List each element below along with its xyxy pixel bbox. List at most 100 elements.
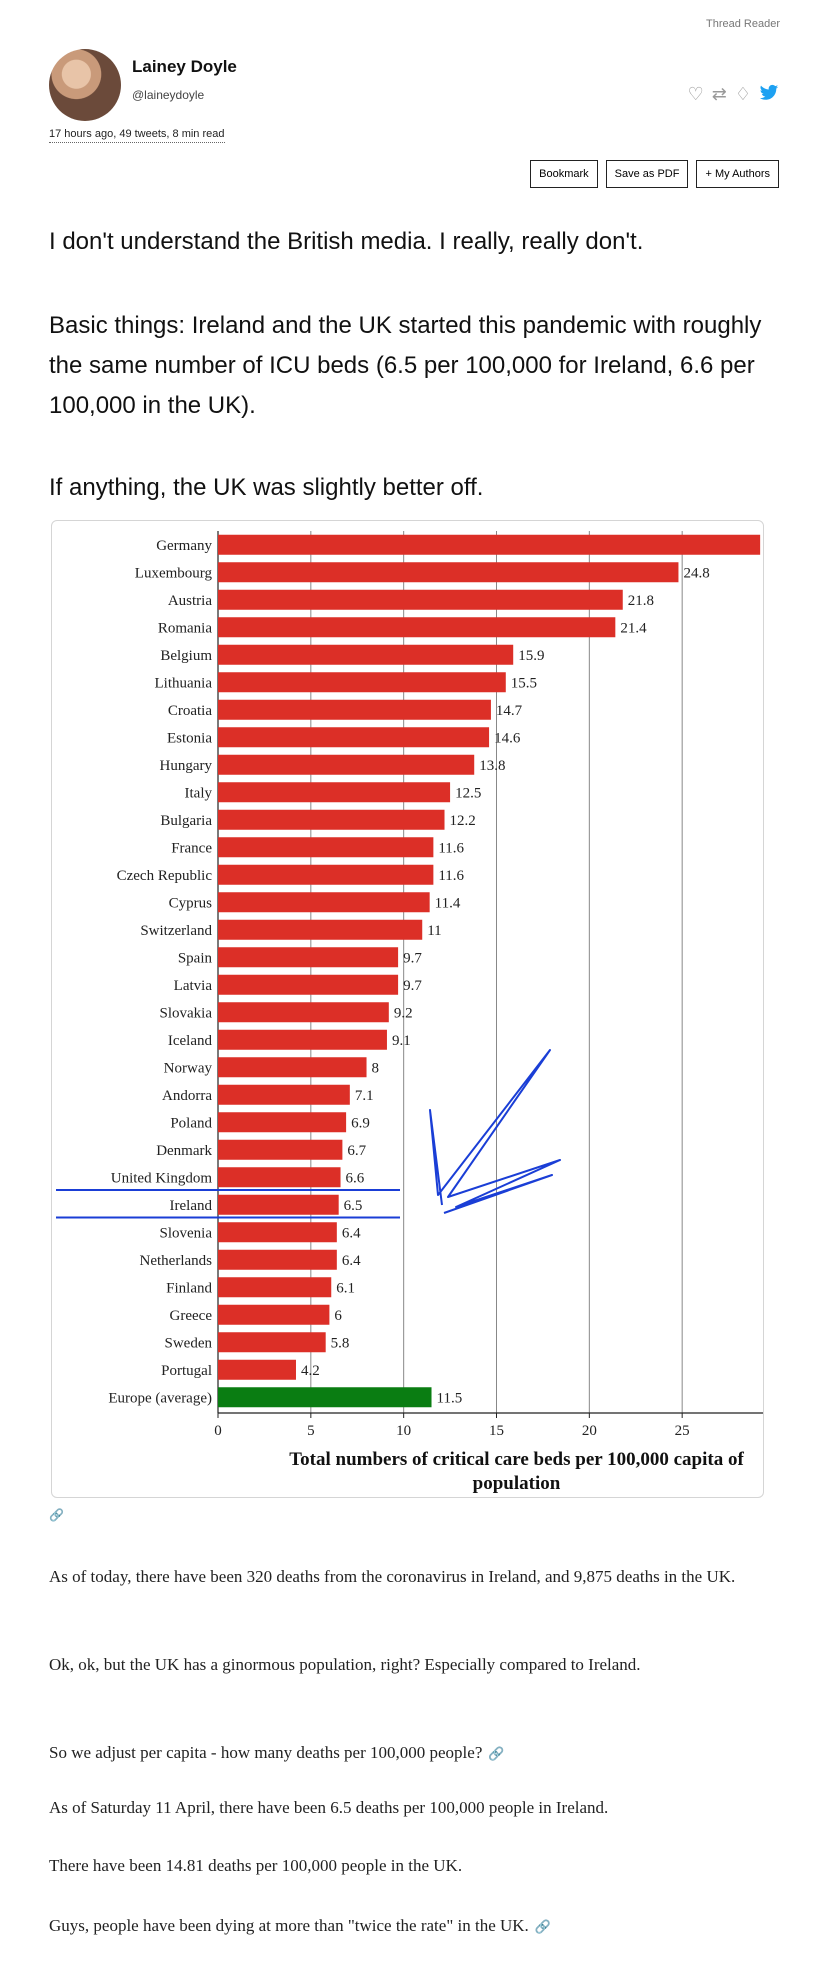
x-tick-label: 20 [582,1423,597,1439]
bar [218,617,616,638]
bar [218,1249,337,1270]
value-label: 21.4 [620,620,647,636]
value-label: 9.2 [394,1005,413,1021]
bar [218,1029,387,1050]
value-label: 4.2 [301,1363,320,1379]
bar [218,1359,296,1380]
thread-reader-link[interactable]: Thread Reader [706,18,780,30]
icu-beds-chart: Germany29.2Luxembourg24.8Austria21.8Roma… [51,520,764,1498]
bar [218,782,451,803]
tweet-text-6-body: So we adjust per capita - how many death… [49,1743,483,1762]
category-label: Cyprus [169,895,213,911]
category-label: United Kingdom [111,1170,213,1186]
category-label: Slovakia [160,1005,213,1021]
tweet-text-3: If anything, the UK was slightly better … [49,474,484,501]
retweet-icon[interactable]: ⇄ [711,84,727,104]
category-label: Greece [170,1308,213,1324]
action-buttons: Bookmark Save as PDF + My Authors [530,160,779,188]
category-label: Hungary [160,758,213,774]
author-handle[interactable]: @laineydoyle [132,88,205,102]
bar [218,534,761,555]
value-label: 6.6 [346,1170,365,1186]
category-label: Germany [156,538,212,554]
value-label: 6.7 [347,1143,366,1159]
value-label: 11.5 [437,1390,463,1406]
x-tick-label: 5 [307,1423,315,1439]
bar [218,727,490,748]
value-label: 7.1 [355,1088,374,1104]
x-tick-label: 0 [214,1423,222,1439]
bookmark-button[interactable]: Bookmark [530,160,598,188]
tweet-text-9-body: Guys, people have been dying at more tha… [49,1916,529,1935]
x-tick-label: 25 [675,1423,690,1439]
bar [218,644,514,665]
bar [218,1222,337,1243]
bar [218,809,445,830]
value-label: 24.8 [683,565,709,581]
bar [218,1112,347,1133]
permalink-icon[interactable]: 🔗 [49,1508,64,1522]
category-label: Belgium [160,648,212,664]
category-label: Italy [185,785,213,801]
tweet-text-5: Ok, ok, but the UK has a ginormous popul… [49,1655,641,1674]
bar [218,1084,350,1105]
tweet-text-7: As of Saturday 11 April, there have been… [49,1798,609,1817]
category-label: Estonia [167,730,212,746]
bar-chart-svg: Germany29.2Luxembourg24.8Austria21.8Roma… [56,531,763,1494]
bar [218,837,434,858]
value-label: 12.5 [455,785,481,801]
heart-icon[interactable]: ♡ [687,84,704,104]
value-label: 12.2 [450,813,476,829]
my-authors-button[interactable]: + My Authors [696,160,779,188]
tweet-text-2: Basic things: Ireland and the UK started… [49,312,762,419]
category-label: Czech Republic [117,868,213,884]
bar [218,919,423,940]
category-label: Spain [178,950,213,966]
value-label: 15.9 [518,648,544,664]
category-label: Andorra [162,1088,212,1104]
category-label: Lithuania [155,675,213,691]
permalink-icon[interactable]: 🔗 [534,1919,551,1934]
category-label: Netherlands [140,1253,213,1269]
value-label: 14.7 [496,703,523,719]
category-label: Switzerland [140,923,212,939]
tweet-text-1: I don't understand the British media. I … [49,228,644,255]
value-label: 14.6 [494,730,521,746]
bar [218,1139,343,1160]
category-label: Luxembourg [135,565,213,581]
bar [218,1057,367,1078]
value-label: 21.8 [628,593,654,609]
tweet-text-9: Guys, people have been dying at more tha… [49,1911,769,1942]
category-label: Iceland [168,1033,213,1049]
bar [218,589,623,610]
x-axis-title-line-2: population [473,1473,561,1494]
bar [218,672,506,693]
category-label: Poland [170,1115,212,1131]
bar [218,1277,332,1298]
bar [218,864,434,885]
value-label: 9.7 [403,978,422,994]
thread-meta[interactable]: 17 hours ago, 49 tweets, 8 min read [49,128,225,143]
save-pdf-button[interactable]: Save as PDF [605,160,689,188]
tweet-text-4: As of today, there have been 320 deaths … [49,1567,736,1586]
bar [218,699,491,720]
category-label: Ireland [170,1198,213,1214]
share-icons: ♡ ⇄ ♢ [688,84,779,107]
bar [218,1194,339,1215]
value-label: 15.5 [511,675,537,691]
bar [218,1002,389,1023]
category-label: Bulgaria [160,813,212,829]
twitter-icon[interactable] [759,84,779,107]
value-label: 6.9 [351,1115,370,1131]
value-label: 6.4 [342,1253,361,1269]
category-label: Portugal [161,1363,212,1379]
tweet-text-6: So we adjust per capita - how many death… [49,1738,769,1769]
value-label: 6 [334,1308,342,1324]
category-label: Europe (average) [108,1390,212,1406]
permalink-icon[interactable]: 🔗 [488,1746,505,1761]
reply-icon[interactable]: ♢ [734,84,751,104]
avatar[interactable] [49,49,121,121]
author-name[interactable]: Lainey Doyle [132,57,237,76]
tweet-text-8: There have been 14.81 deaths per 100,000… [49,1856,463,1875]
bar [218,1387,432,1408]
